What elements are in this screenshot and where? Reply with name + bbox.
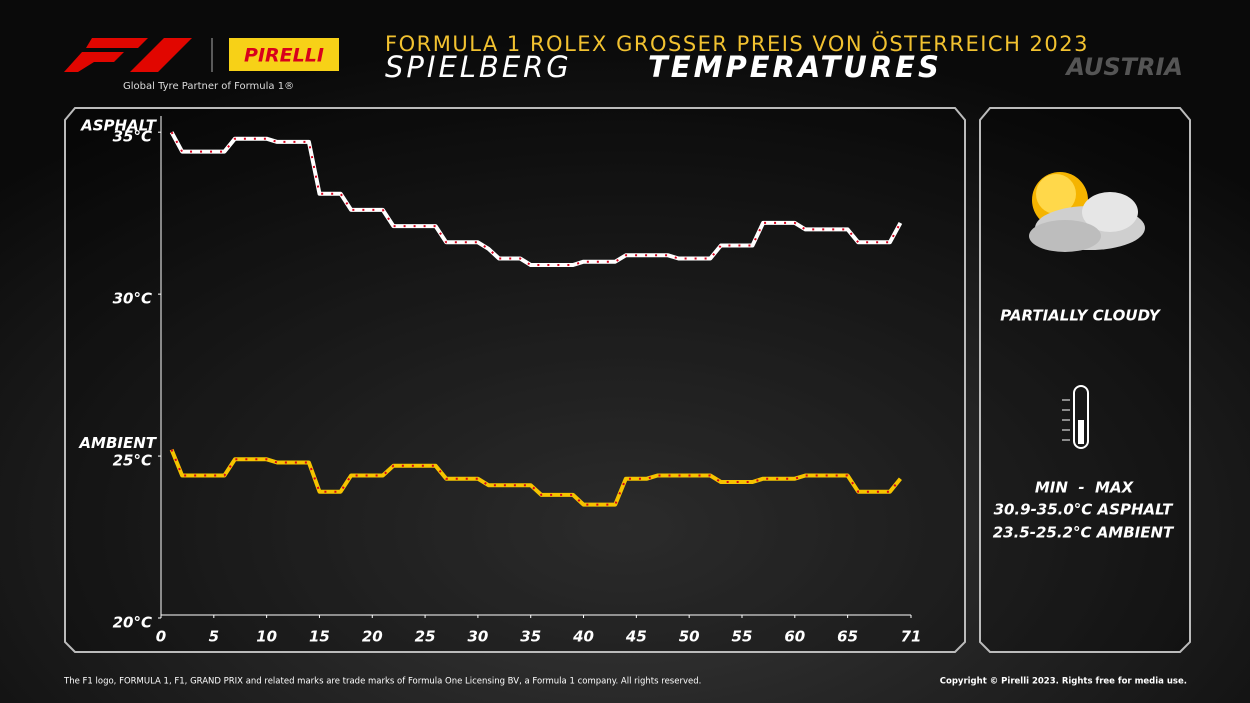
x-tick-label: 60	[784, 628, 805, 646]
x-tick-label: 65	[837, 628, 858, 646]
weather: PARTIALLY CLOUDY	[1000, 307, 1162, 325]
y-tick-label: 20°C	[113, 614, 152, 632]
info-frame	[979, 107, 1191, 653]
partner: Global Tyre Partner of Formula 1®	[123, 81, 294, 92]
series-label: ASPHALT	[80, 117, 158, 135]
x-tick-label: 20	[362, 628, 383, 646]
x-tick-label: 15	[309, 628, 330, 646]
brand: PIRELLI	[244, 45, 324, 67]
x-tick-label: 55	[732, 628, 753, 646]
thermometer-icon	[1062, 385, 1089, 449]
range-header: MIN - MAX	[1035, 479, 1135, 497]
f1-logo	[64, 38, 192, 72]
series-line	[169, 448, 902, 507]
pirelli-box	[229, 38, 339, 71]
x-tick-label: 71	[901, 628, 922, 646]
footer-right: Copyright © Pirelli 2023. Rights free fo…	[940, 677, 1187, 687]
x-tick-label: 35	[520, 628, 541, 646]
event-title: FORMULA 1 ROLEX GROSSER PREIS VON ÖSTERR…	[385, 31, 1089, 56]
series-label: AMBIENT	[78, 434, 157, 452]
topic: TEMPERATURES	[648, 50, 942, 84]
ambient-range: 23.5-25.2°C AMBIENT	[993, 524, 1175, 542]
x-tick-label: 25	[415, 628, 436, 646]
x-tick-label: 10	[256, 628, 277, 646]
asphalt-range: 30.9-35.0°C ASPHALT	[994, 501, 1175, 519]
x-tick-label: 45	[625, 628, 647, 646]
y-tick-label: 30°C	[113, 290, 152, 308]
footer-left: The F1 logo, FORMULA 1, F1, GRAND PRIX a…	[63, 677, 701, 687]
x-tick-label: 5	[209, 628, 219, 646]
chart-frame	[64, 107, 966, 653]
x-tick-label: 30	[467, 628, 488, 646]
y-tick-label: 25°C	[113, 452, 152, 470]
x-tick-label: 50	[679, 628, 700, 646]
series-line	[169, 131, 903, 267]
weather-icon	[1029, 172, 1145, 252]
x-tick-label: 0	[156, 628, 166, 646]
x-tick-label: 40	[572, 628, 594, 646]
circuit: SPIELBERG	[385, 50, 572, 84]
country: AUSTRIA	[1064, 53, 1183, 81]
y-tick-label: 35°C	[113, 128, 152, 146]
